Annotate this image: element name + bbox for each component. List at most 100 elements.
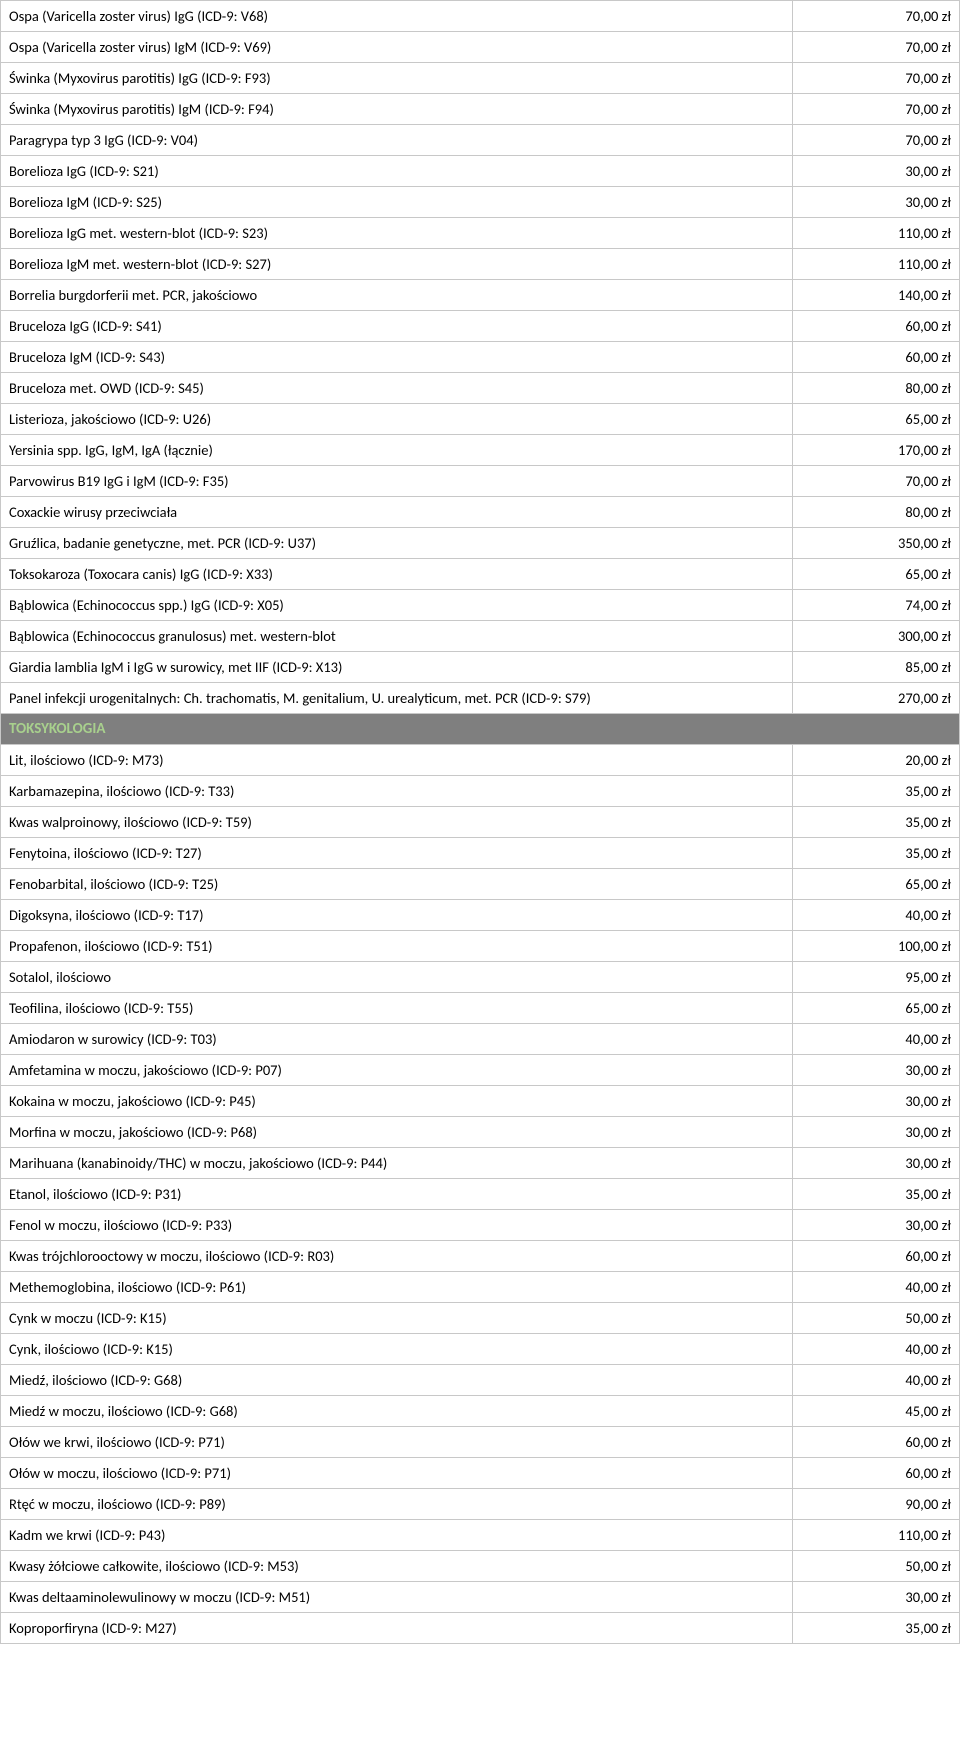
table-row: Amfetamina w moczu, jakościowo (ICD-9: P… bbox=[1, 1055, 960, 1086]
item-label: Fenol w moczu, ilościowo (ICD-9: P33) bbox=[1, 1210, 793, 1241]
table-row: Listerioza, jakościowo (ICD-9: U26)65,00… bbox=[1, 404, 960, 435]
item-label: Bąblowica (Echinococcus granulosus) met.… bbox=[1, 621, 793, 652]
item-label: Cynk, ilościowo (ICD-9: K15) bbox=[1, 1334, 793, 1365]
item-price: 50,00 zł bbox=[793, 1303, 960, 1334]
item-label: Świnka (Myxovirus parotitis) IgG (ICD-9:… bbox=[1, 63, 793, 94]
item-label: Digoksyna, ilościowo (ICD-9: T17) bbox=[1, 900, 793, 931]
item-label: Kwasy żółciowe całkowite, ilościowo (ICD… bbox=[1, 1551, 793, 1582]
item-label: Amiodaron w surowicy (ICD-9: T03) bbox=[1, 1024, 793, 1055]
item-price: 60,00 zł bbox=[793, 1458, 960, 1489]
item-label: Propafenon, ilościowo (ICD-9: T51) bbox=[1, 931, 793, 962]
table-row: Kokaina w moczu, jakościowo (ICD-9: P45)… bbox=[1, 1086, 960, 1117]
table-row: Świnka (Myxovirus parotitis) IgM (ICD-9:… bbox=[1, 94, 960, 125]
table-row: Fenytoina, ilościowo (ICD-9: T27)35,00 z… bbox=[1, 838, 960, 869]
table-row: Borelioza IgM (ICD-9: S25)30,00 zł bbox=[1, 187, 960, 218]
table-row: TOKSYKOLOGIA bbox=[1, 714, 960, 745]
item-label: Kwas deltaaminolewulinowy w moczu (ICD-9… bbox=[1, 1582, 793, 1613]
item-label: Amfetamina w moczu, jakościowo (ICD-9: P… bbox=[1, 1055, 793, 1086]
table-row: Ołów we krwi, ilościowo (ICD-9: P71)60,0… bbox=[1, 1427, 960, 1458]
item-label: Teofilina, ilościowo (ICD-9: T55) bbox=[1, 993, 793, 1024]
item-price: 170,00 zł bbox=[793, 435, 960, 466]
item-label: Lit, ilościowo (ICD-9: M73) bbox=[1, 745, 793, 776]
item-price: 65,00 zł bbox=[793, 993, 960, 1024]
table-row: Bruceloza IgG (ICD-9: S41)60,00 zł bbox=[1, 311, 960, 342]
item-price: 30,00 zł bbox=[793, 1086, 960, 1117]
item-label: Paragrypa typ 3 IgG (ICD-9: V04) bbox=[1, 125, 793, 156]
item-price: 20,00 zł bbox=[793, 745, 960, 776]
item-price: 35,00 zł bbox=[793, 838, 960, 869]
item-label: Sotalol, ilościowo bbox=[1, 962, 793, 993]
table-row: Yersinia spp. IgG, IgM, IgA (łącznie)170… bbox=[1, 435, 960, 466]
item-label: Coxackie wirusy przeciwciała bbox=[1, 497, 793, 528]
item-price: 85,00 zł bbox=[793, 652, 960, 683]
item-price: 60,00 zł bbox=[793, 1427, 960, 1458]
table-row: Morfina w moczu, jakościowo (ICD-9: P68)… bbox=[1, 1117, 960, 1148]
item-price: 270,00 zł bbox=[793, 683, 960, 714]
item-price: 40,00 zł bbox=[793, 1334, 960, 1365]
table-row: Świnka (Myxovirus parotitis) IgG (ICD-9:… bbox=[1, 63, 960, 94]
item-label: Rtęć w moczu, ilościowo (ICD-9: P89) bbox=[1, 1489, 793, 1520]
table-row: Bąblowica (Echinococcus spp.) IgG (ICD-9… bbox=[1, 590, 960, 621]
table-row: Toksokaroza (Toxocara canis) IgG (ICD-9:… bbox=[1, 559, 960, 590]
item-label: Borrelia burgdorferii met. PCR, jakościo… bbox=[1, 280, 793, 311]
item-price: 65,00 zł bbox=[793, 404, 960, 435]
table-row: Methemoglobina, ilościowo (ICD-9: P61)40… bbox=[1, 1272, 960, 1303]
item-price: 30,00 zł bbox=[793, 187, 960, 218]
item-price: 70,00 zł bbox=[793, 466, 960, 497]
table-row: Borelioza IgG met. western-blot (ICD-9: … bbox=[1, 218, 960, 249]
item-label: Ospa (Varicella zoster virus) IgG (ICD-9… bbox=[1, 1, 793, 32]
table-row: Borelioza IgG (ICD-9: S21)30,00 zł bbox=[1, 156, 960, 187]
item-price: 30,00 zł bbox=[793, 1582, 960, 1613]
item-price: 30,00 zł bbox=[793, 1148, 960, 1179]
item-price: 40,00 zł bbox=[793, 1272, 960, 1303]
item-label: Borelioza IgM (ICD-9: S25) bbox=[1, 187, 793, 218]
item-price: 70,00 zł bbox=[793, 94, 960, 125]
section-header: TOKSYKOLOGIA bbox=[1, 714, 960, 745]
item-price: 90,00 zł bbox=[793, 1489, 960, 1520]
table-row: Gruźlica, badanie genetyczne, met. PCR (… bbox=[1, 528, 960, 559]
table-row: Parvowirus B19 IgG i IgM (ICD-9: F35)70,… bbox=[1, 466, 960, 497]
table-row: Bruceloza IgM (ICD-9: S43)60,00 zł bbox=[1, 342, 960, 373]
table-row: Giardia lamblia IgM i IgG w surowicy, me… bbox=[1, 652, 960, 683]
item-price: 45,00 zł bbox=[793, 1396, 960, 1427]
item-label: Ołów w moczu, ilościowo (ICD-9: P71) bbox=[1, 1458, 793, 1489]
item-label: Parvowirus B19 IgG i IgM (ICD-9: F35) bbox=[1, 466, 793, 497]
item-price: 60,00 zł bbox=[793, 1241, 960, 1272]
item-label: Bruceloza IgM (ICD-9: S43) bbox=[1, 342, 793, 373]
table-row: Miedź, ilościowo (ICD-9: G68)40,00 zł bbox=[1, 1365, 960, 1396]
table-row: Fenobarbital, ilościowo (ICD-9: T25)65,0… bbox=[1, 869, 960, 900]
item-label: Koproporfiryna (ICD-9: M27) bbox=[1, 1613, 793, 1644]
item-label: Bruceloza met. OWD (ICD-9: S45) bbox=[1, 373, 793, 404]
item-price: 110,00 zł bbox=[793, 1520, 960, 1551]
table-row: Digoksyna, ilościowo (ICD-9: T17)40,00 z… bbox=[1, 900, 960, 931]
item-label: Świnka (Myxovirus parotitis) IgM (ICD-9:… bbox=[1, 94, 793, 125]
table-row: Rtęć w moczu, ilościowo (ICD-9: P89)90,0… bbox=[1, 1489, 960, 1520]
item-price: 30,00 zł bbox=[793, 156, 960, 187]
item-price: 80,00 zł bbox=[793, 497, 960, 528]
item-label: Methemoglobina, ilościowo (ICD-9: P61) bbox=[1, 1272, 793, 1303]
table-row: Kadm we krwi (ICD-9: P43)110,00 zł bbox=[1, 1520, 960, 1551]
table-row: Marihuana (kanabinoidy/THC) w moczu, jak… bbox=[1, 1148, 960, 1179]
table-row: Cynk, ilościowo (ICD-9: K15)40,00 zł bbox=[1, 1334, 960, 1365]
item-price: 110,00 zł bbox=[793, 249, 960, 280]
item-price: 74,00 zł bbox=[793, 590, 960, 621]
item-price: 40,00 zł bbox=[793, 1365, 960, 1396]
item-label: Cynk w moczu (ICD-9: K15) bbox=[1, 1303, 793, 1334]
table-row: Kwasy żółciowe całkowite, ilościowo (ICD… bbox=[1, 1551, 960, 1582]
item-price: 40,00 zł bbox=[793, 900, 960, 931]
table-row: Ospa (Varicella zoster virus) IgM (ICD-9… bbox=[1, 32, 960, 63]
table-row: Kwas trójchlorooctowy w moczu, ilościowo… bbox=[1, 1241, 960, 1272]
table-row: Fenol w moczu, ilościowo (ICD-9: P33)30,… bbox=[1, 1210, 960, 1241]
item-label: Fenobarbital, ilościowo (ICD-9: T25) bbox=[1, 869, 793, 900]
item-price: 40,00 zł bbox=[793, 1024, 960, 1055]
item-price: 35,00 zł bbox=[793, 807, 960, 838]
table-row: Etanol, ilościowo (ICD-9: P31)35,00 zł bbox=[1, 1179, 960, 1210]
item-label: Fenytoina, ilościowo (ICD-9: T27) bbox=[1, 838, 793, 869]
item-label: Kwas trójchlorooctowy w moczu, ilościowo… bbox=[1, 1241, 793, 1272]
table-row: Ołów w moczu, ilościowo (ICD-9: P71)60,0… bbox=[1, 1458, 960, 1489]
table-row: Teofilina, ilościowo (ICD-9: T55)65,00 z… bbox=[1, 993, 960, 1024]
item-price: 95,00 zł bbox=[793, 962, 960, 993]
table-row: Koproporfiryna (ICD-9: M27)35,00 zł bbox=[1, 1613, 960, 1644]
item-price: 35,00 zł bbox=[793, 776, 960, 807]
table-row: Sotalol, ilościowo95,00 zł bbox=[1, 962, 960, 993]
